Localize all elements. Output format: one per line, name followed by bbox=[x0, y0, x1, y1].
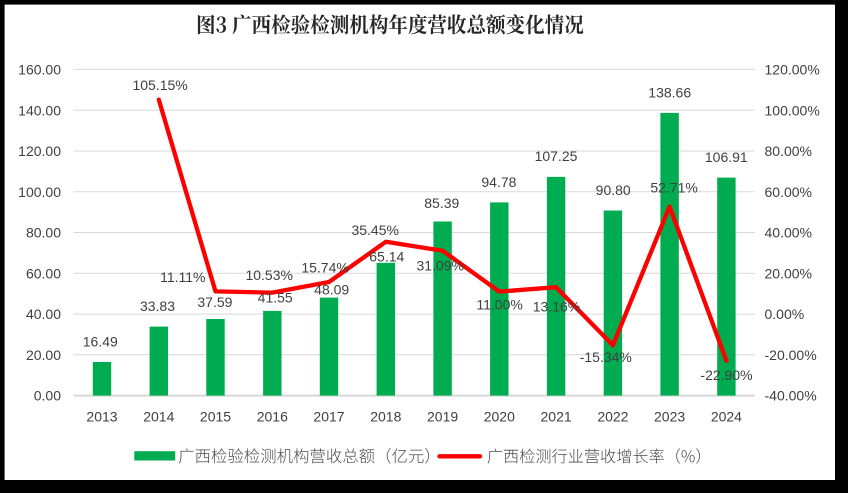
svg-text:20.00: 20.00 bbox=[26, 347, 61, 363]
svg-text:90.80: 90.80 bbox=[596, 182, 631, 198]
svg-text:85.39: 85.39 bbox=[424, 195, 459, 211]
svg-text:2024: 2024 bbox=[711, 409, 742, 425]
svg-text:2019: 2019 bbox=[427, 409, 458, 425]
svg-text:100.00: 100.00 bbox=[18, 184, 61, 200]
svg-text:2022: 2022 bbox=[597, 409, 628, 425]
svg-text:40.00: 40.00 bbox=[26, 306, 61, 322]
svg-text:120.00: 120.00 bbox=[18, 143, 61, 159]
svg-text:2013: 2013 bbox=[86, 409, 117, 425]
svg-text:-20.00%: -20.00% bbox=[765, 347, 817, 363]
svg-text:106.91: 106.91 bbox=[705, 149, 748, 165]
svg-text:0.00: 0.00 bbox=[34, 388, 61, 404]
svg-text:160.00: 160.00 bbox=[18, 62, 61, 78]
svg-text:40.00%: 40.00% bbox=[765, 225, 812, 241]
svg-text:140.00: 140.00 bbox=[18, 102, 61, 118]
svg-text:120.00%: 120.00% bbox=[765, 62, 820, 78]
svg-text:10.53%: 10.53% bbox=[245, 267, 292, 283]
svg-text:2015: 2015 bbox=[200, 409, 231, 425]
svg-text:138.66: 138.66 bbox=[648, 84, 691, 100]
svg-text:41.55: 41.55 bbox=[258, 290, 293, 306]
svg-text:20.00%: 20.00% bbox=[765, 265, 812, 281]
svg-text:16.49: 16.49 bbox=[83, 333, 118, 349]
svg-text:0.00%: 0.00% bbox=[765, 306, 805, 322]
svg-text:13.16%: 13.16% bbox=[533, 299, 580, 315]
svg-text:2014: 2014 bbox=[143, 409, 174, 425]
svg-text:-22.90%: -22.90% bbox=[700, 367, 752, 383]
svg-text:94.78: 94.78 bbox=[481, 174, 516, 190]
svg-text:15.74%: 15.74% bbox=[301, 260, 348, 276]
svg-text:11.11%: 11.11% bbox=[160, 269, 205, 285]
svg-text:2017: 2017 bbox=[313, 409, 344, 425]
svg-text:2021: 2021 bbox=[541, 409, 572, 425]
svg-text:37.59: 37.59 bbox=[197, 294, 232, 310]
svg-text:33.83: 33.83 bbox=[140, 298, 175, 314]
svg-text:48.09: 48.09 bbox=[314, 281, 349, 297]
svg-text:60.00%: 60.00% bbox=[765, 184, 812, 200]
svg-text:-15.34%: -15.34% bbox=[580, 349, 632, 365]
svg-text:80.00%: 80.00% bbox=[765, 143, 812, 159]
svg-text:31.09%: 31.09% bbox=[416, 258, 463, 274]
svg-text:2023: 2023 bbox=[654, 409, 685, 425]
svg-text:35.45%: 35.45% bbox=[351, 222, 398, 238]
svg-text:65.14: 65.14 bbox=[369, 249, 404, 265]
svg-text:52.71%: 52.71% bbox=[650, 180, 697, 196]
svg-text:2018: 2018 bbox=[370, 409, 401, 425]
svg-text:11.00%: 11.00% bbox=[476, 297, 522, 313]
svg-text:80.00: 80.00 bbox=[26, 225, 61, 241]
svg-text:2016: 2016 bbox=[257, 409, 288, 425]
svg-text:107.25: 107.25 bbox=[535, 148, 578, 164]
svg-text:105.15%: 105.15% bbox=[132, 77, 187, 93]
svg-text:60.00: 60.00 bbox=[26, 265, 61, 281]
svg-text:100.00%: 100.00% bbox=[765, 102, 820, 118]
svg-text:2020: 2020 bbox=[484, 409, 515, 425]
svg-text:-40.00%: -40.00% bbox=[765, 388, 817, 404]
